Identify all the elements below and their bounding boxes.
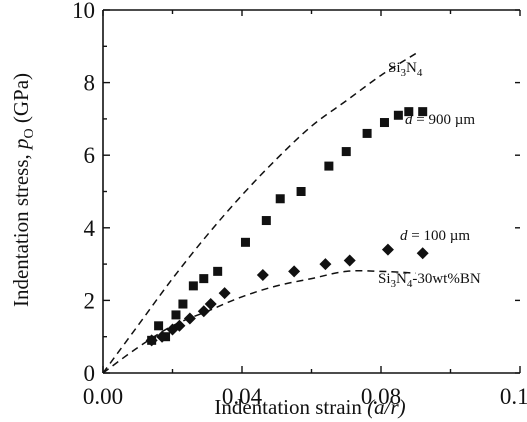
point-diamond-d100: [197, 305, 210, 318]
point-square-d900: [199, 274, 209, 284]
point-diamond-d100: [183, 312, 196, 325]
point-diamond-d100: [343, 254, 356, 267]
curve-si3n4: [102, 52, 417, 374]
point-square-d900: [324, 161, 334, 171]
point-square-d900: [178, 299, 188, 309]
x-axis-title-var: (a/r): [367, 395, 406, 419]
annotation-d100: d = 100 µm: [400, 228, 470, 244]
y-tick-label: 8: [84, 71, 96, 96]
point-diamond-d100: [218, 287, 231, 300]
point-diamond-d100: [319, 258, 332, 271]
y-axis-title-unit: (GPa): [9, 73, 33, 128]
y-tick-label: 4: [84, 216, 96, 241]
point-square-d900: [261, 216, 271, 226]
annotation-d100-var: d: [400, 228, 408, 244]
annotation-d900-text: = 900 µm: [413, 112, 476, 128]
point-square-d900: [213, 266, 223, 276]
point-diamond-d100: [156, 330, 169, 343]
x-axis-title-main: Indentation strain: [214, 395, 367, 419]
x-axis-title: Indentation strain (a/r): [214, 395, 405, 419]
annotation-d900: d = 900 µm: [405, 112, 475, 128]
annotation-si3n4-bn-sub2: 4: [407, 278, 413, 290]
x-tick-label: 0.04: [222, 384, 263, 409]
annotation-si3n4-mid: N: [406, 60, 417, 76]
annotation-si3n4-sub1: 3: [401, 67, 407, 79]
point-diamond-d100: [381, 243, 394, 256]
point-square-d900: [393, 110, 403, 120]
y-tick-label: 2: [84, 288, 96, 313]
x-tick-label: 0.00: [83, 384, 123, 409]
y-tick-label: 10: [72, 0, 95, 23]
axes: 0 2 4 6 8 10 0.00 0.04 0.08 0.12: [72, 0, 527, 409]
fit-curves: [102, 52, 417, 374]
annotation-si3n4-bn-sub1: 3: [391, 278, 397, 290]
annotation-si3n4-bn: Si3N4-30wt%BN: [378, 271, 481, 290]
point-diamond-d100: [173, 319, 186, 332]
point-square-d900: [362, 128, 372, 138]
y-axis-title-sub: O: [22, 128, 37, 138]
point-square-d900: [296, 187, 306, 196]
annotation-si3n4-bn-tail: -30wt%BN: [412, 271, 480, 287]
y-tick-label: 0: [84, 361, 96, 386]
annotation-d900-var: d: [405, 112, 413, 128]
point-square-d900: [240, 237, 250, 247]
point-square-d900: [418, 107, 428, 117]
data-points: [145, 107, 429, 347]
point-square-d900: [341, 147, 351, 157]
annotation-si3n4-bn-mid: N: [396, 271, 407, 287]
y-axis-title-var: p: [9, 138, 33, 151]
point-square-d900: [275, 194, 285, 204]
point-square-d900: [188, 281, 198, 291]
annotation-si3n4: Si3N4: [388, 60, 423, 79]
y-axis-title: Indentation stress, pO (GPa): [9, 73, 37, 307]
point-square-d900: [404, 107, 414, 117]
point-diamond-d100: [288, 265, 301, 278]
y-axis-title-main: Indentation stress,: [9, 149, 33, 307]
point-square-d900: [379, 118, 389, 128]
x-tick-label: 0.12: [500, 384, 527, 409]
point-diamond-d100: [256, 268, 269, 281]
point-diamond-d100: [204, 298, 217, 311]
point-square-d900: [171, 310, 181, 320]
annotation-si3n4-sub2: 4: [417, 67, 423, 79]
curve-si3n4-30wt-bn: [102, 269, 416, 374]
point-diamond-d100: [416, 247, 429, 260]
annotation-d100-text: = 100 µm: [408, 228, 471, 244]
annotation-si3n4-bn-base: Si: [378, 271, 391, 287]
x-tick-label: 0.08: [361, 384, 401, 409]
point-diamond-d100: [145, 334, 158, 347]
annotation-si3n4-base: Si: [388, 60, 401, 76]
y-tick-label: 6: [84, 143, 96, 168]
point-square-d900: [154, 321, 164, 331]
